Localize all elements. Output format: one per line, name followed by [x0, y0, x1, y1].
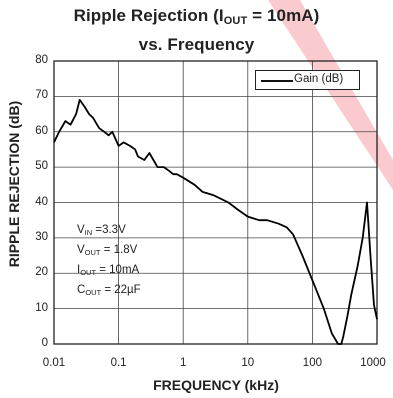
- y-tick-label: 50: [35, 160, 48, 173]
- chart-subtitle: vs. Frequency: [138, 35, 255, 54]
- x-tick-label: 100: [302, 357, 322, 369]
- y-tick-label: 20: [35, 266, 48, 279]
- series-line: [53, 99, 378, 345]
- y-tick-label: 70: [35, 89, 48, 102]
- y-tick-label: 10: [35, 301, 48, 314]
- chart-title: Ripple Rejection (IOUT = 10mA): [73, 6, 320, 27]
- legend-label: Gain (dB): [294, 73, 344, 85]
- plot-frame: [53, 60, 378, 345]
- condition-cout: COUT = 22µF: [77, 284, 141, 297]
- condition-iout: IOUT = 10mA: [77, 264, 140, 277]
- y-tick-label: 40: [35, 195, 48, 208]
- legend: Gain (dB): [255, 70, 360, 90]
- legend-swatch: [261, 80, 293, 82]
- test-conditions-annotation: VIN =3.3V VOUT = 1.8V IOUT = 10mA COUT =…: [77, 221, 167, 301]
- condition-vout: VOUT = 1.8V: [77, 244, 138, 257]
- condition-vin: VIN =3.3V: [77, 224, 126, 237]
- x-tick-label: 10: [241, 357, 255, 369]
- x-tick-label: 0.01: [42, 357, 66, 369]
- x-axis-label: FREQUENCY (kHz): [153, 377, 279, 393]
- y-tick-label: 30: [35, 230, 48, 243]
- x-tick-label: 1000: [360, 357, 386, 369]
- x-tick-label: 0.1: [110, 357, 127, 369]
- y-tick-label: 80: [35, 54, 48, 66]
- y-tick-label: 0: [41, 337, 48, 349]
- y-tick-label: 60: [35, 124, 48, 137]
- x-tick-label: 1: [179, 357, 187, 369]
